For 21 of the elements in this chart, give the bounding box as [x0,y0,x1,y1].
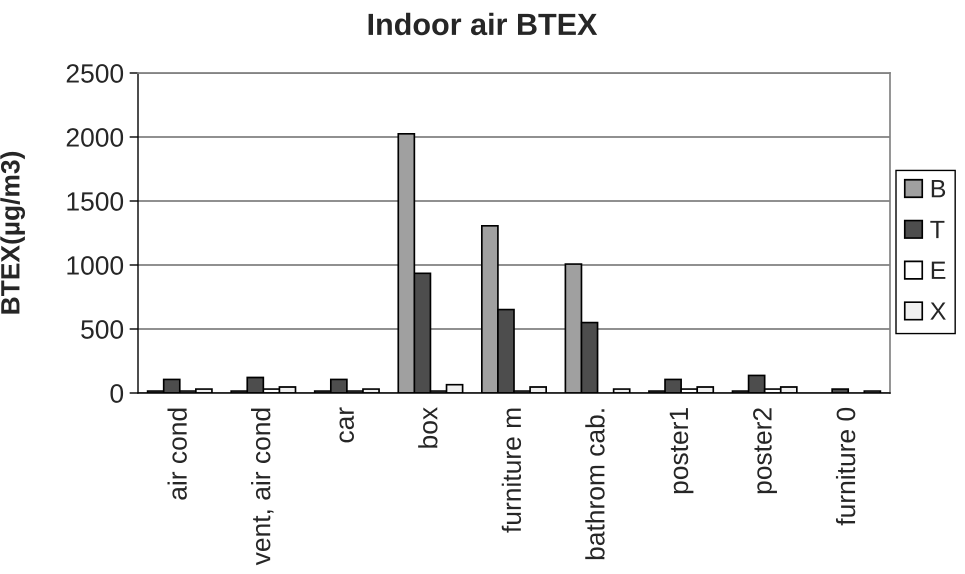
legend-label: X [930,302,946,320]
x-tick-label: furniture m [502,408,522,533]
y-tick-label: 0 [110,384,124,403]
x-tick-label: vent, air cond [251,408,274,566]
y-tick-label: 2000 [66,128,124,147]
y-tick-label: 500 [81,320,124,339]
x-tick-label: poster2 [753,408,777,494]
y-tick-label: 2500 [66,64,124,83]
legend-label: B [932,180,946,198]
x-tick-label: air cond [167,408,187,500]
x-tick-label: furniture 0 [836,408,856,526]
x-tick-label: poster1 [670,408,694,494]
x-tick-label: box [418,407,438,448]
x-tick-label: car [340,407,354,442]
y-tick-label: 1000 [67,256,124,275]
legend-label: T [930,220,944,238]
legend-label: E [932,262,946,279]
x-tick-label: bathrom cab. [585,409,605,560]
y-axis-title: BTEX(µg/m3) [0,152,25,314]
chart-title: Indoor air BTEX [368,12,598,36]
y-tick-label: 1500 [67,192,124,211]
